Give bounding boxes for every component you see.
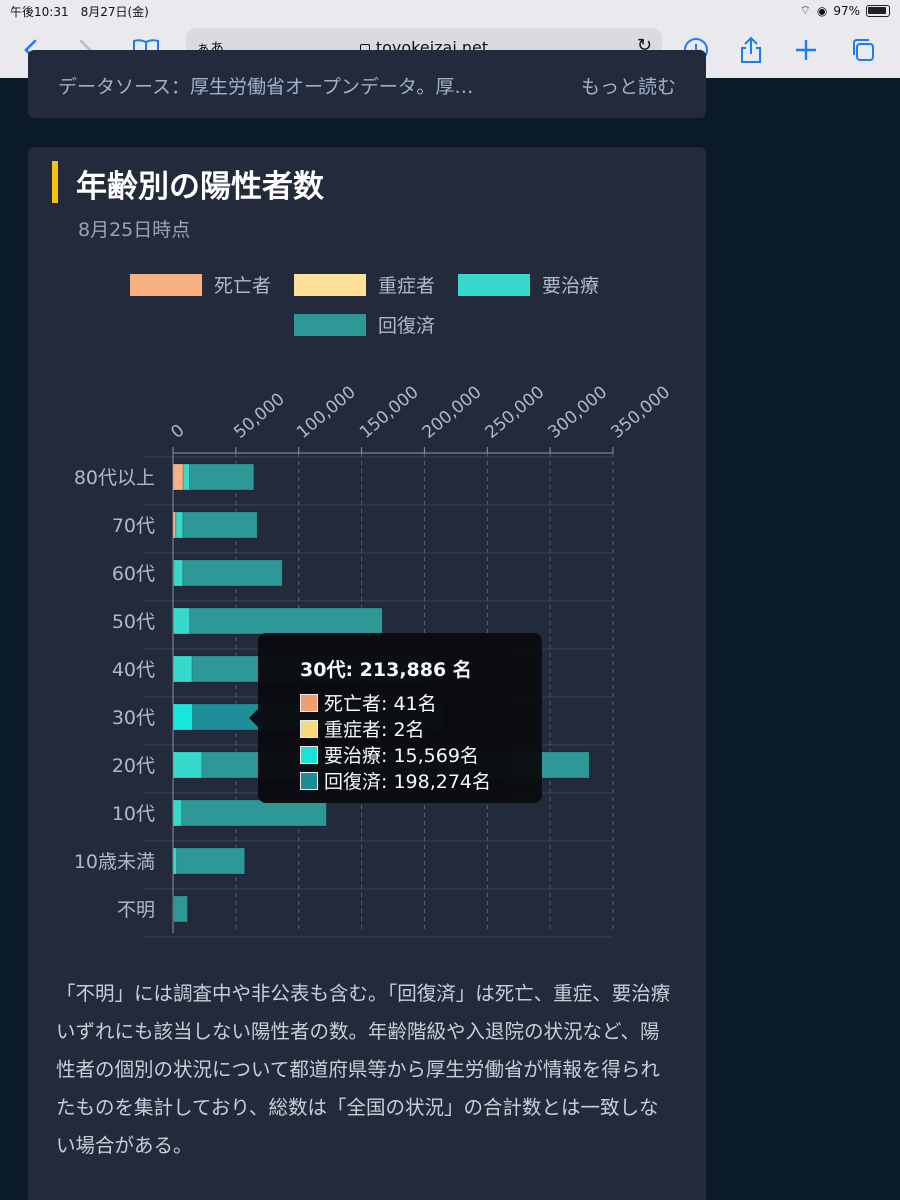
y-category-label: 40代 [112,659,155,681]
tooltip-swatch [300,693,318,712]
y-category-label: 20代 [112,755,155,777]
bar-segment [175,511,184,539]
tooltip-swatch [300,745,318,764]
bar-segment [183,463,191,491]
age-chart-card: 年齢別の陽性者数 8月25日時点 死亡者 重症者 要治療 回復済 0 50,000… [28,147,706,1200]
y-category-label: 10代 [112,803,155,825]
bar-segment [189,463,255,491]
legend-item-severe[interactable]: 重症者 [294,271,435,298]
new-tab-button[interactable] [788,32,824,68]
card-subtitle: 8月25日時点 [78,219,191,241]
chart-tooltip: 30代: 213,886 名 死亡者: 41名 重症者: 2名 要治療: 15,… [249,633,542,803]
bar-segment [173,607,191,635]
tabs-icon [853,39,874,61]
bar-segment [172,847,178,875]
legend-label: 死亡者 [214,275,272,297]
legend-item-recovered[interactable]: 回復済 [294,311,435,338]
previous-card: データソース：厚生労働省オープンデータ。厚… もっと読む [28,50,706,118]
legend-label: 要治療 [542,275,600,297]
tooltip-label: 重症者: 2名 [324,719,425,741]
tabs-button[interactable] [845,32,881,68]
x-tick-label: 300,000 [545,382,612,443]
data-source-text: データソース：厚生労働省オープンデータ。厚… [58,76,474,98]
tooltip-row-severe: 重症者: 2名 [300,715,425,742]
bar-segment [172,703,193,731]
card-title: 年齢別の陽性者数 [76,169,324,205]
x-tick-label: 0 [167,421,188,443]
tooltip-swatch [300,719,318,738]
tooltip-label: 要治療: 15,569名 [324,745,479,767]
bar-segment [181,799,327,827]
battery-icon [866,4,890,17]
chart-description: 「不明」には調査中や非公表も含む。「回復済」は死亡、重症、要治療いずれにも該当し… [56,982,671,1157]
x-tick-label: 50,000 [230,389,288,443]
bar-segment [176,847,245,875]
x-tick-label: 150,000 [356,382,423,443]
legend-item-treatment[interactable]: 要治療 [458,271,599,298]
share-icon [741,36,761,63]
tooltip-row-deaths: 死亡者: 41名 [300,689,437,716]
bar-segment [172,511,177,539]
legend-swatch [130,273,202,296]
bar-segment [182,559,283,587]
status-bar: 午後10:31 8月27日(金) ⌔ ◉ 97% [0,0,900,22]
bar-segment [182,511,258,539]
x-tick-label: 100,000 [293,382,360,443]
bar-segment [189,607,383,635]
legend-swatch [294,273,366,296]
y-category-label: 10歳未満 [74,851,155,873]
read-more-link[interactable]: もっと読む [580,76,676,98]
legend-label: 回復済 [378,315,436,337]
x-tick-label: 350,000 [607,382,674,443]
legend-swatch [458,273,530,296]
y-category-label: 70代 [112,515,155,537]
bar-segment [172,799,183,827]
tooltip-row-recovered: 回復済: 198,274名 [300,767,491,794]
bar-segment [172,751,203,779]
share-button[interactable] [733,32,769,68]
bar-segment [172,655,193,683]
plus-icon [796,40,816,60]
y-category-label: 60代 [112,563,155,585]
tooltip-row-treatment: 要治療: 15,569名 [300,741,479,768]
tooltip-label: 回復済: 198,274名 [324,771,492,793]
y-category-label: 30代 [112,707,155,729]
y-category-label: 80代以上 [74,467,155,489]
legend-swatch [294,313,366,336]
bar-segment [172,463,184,491]
bar-segment [173,559,184,587]
tooltip-label: 死亡者: 41名 [324,693,437,715]
stacked-bar-chart[interactable]: 0 50,000 100,000150,000200,000250,000300,0… [28,147,706,947]
legend-item-deaths[interactable]: 死亡者 [130,271,271,298]
status-right: ⌔ ◉ 97% [800,3,890,18]
tooltip-title: 30代: 213,886 名 [300,659,472,681]
tooltip-swatch [300,771,318,790]
battery-percent: 97% [833,3,860,18]
y-category-label: 不明 [117,899,155,921]
y-category-label: 50代 [112,611,155,633]
bar-segment [173,895,188,923]
wifi-icon: ⌔ [799,3,811,17]
title-accent-bar [52,161,58,203]
status-time: 午後10:31 8月27日(金) [10,5,149,19]
x-tick-label: 250,000 [482,382,549,443]
x-tick-label: 200,000 [419,382,486,443]
legend-label: 重症者 [378,275,436,297]
orientation-lock-icon: ◉ [816,3,828,18]
